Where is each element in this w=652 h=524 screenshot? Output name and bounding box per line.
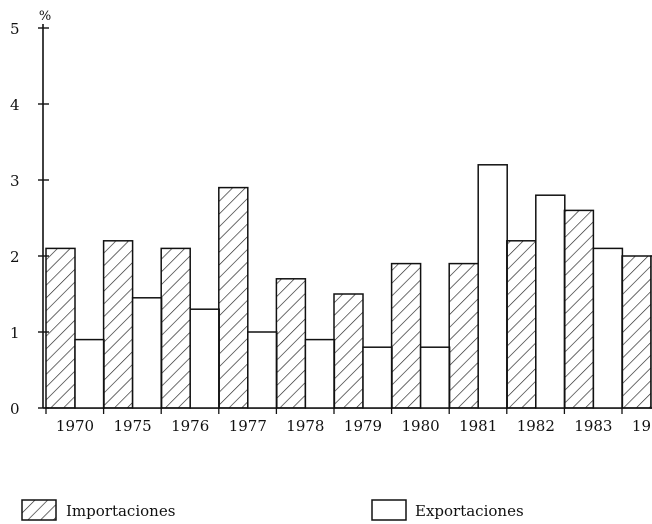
- bar-importaciones-1980: [390, 262, 422, 409]
- bar-exportaciones-1970: [74, 338, 105, 409]
- y-tick-label: 0: [10, 400, 20, 418]
- bar-exportaciones-1979: [362, 346, 393, 409]
- bar-importaciones-1977: [218, 186, 249, 409]
- x-axis: 1970 1975 1976 1977 1978 1979 1980 1981 1982 1983…: [43, 407, 652, 435]
- y-tick-label: 2: [10, 248, 20, 266]
- x-tick-label: 1976: [171, 417, 209, 435]
- x-tick-label: 1984: [632, 417, 652, 435]
- bar-importaciones-1982: [506, 240, 537, 409]
- x-tick-label: 1980: [402, 417, 440, 435]
- y-axis: 0 1 2 3 4 5%: [10, 9, 51, 418]
- legend: Importaciones Exportaciones: [21, 499, 524, 521]
- x-tick-label: 1970: [56, 417, 94, 435]
- x-tick-label: 1978: [286, 417, 324, 435]
- bar-exportaciones-1983: [592, 247, 624, 409]
- x-tick-label: 1983: [574, 417, 612, 435]
- bar-importaciones-1979: [333, 293, 364, 409]
- x-tick-label: 1981: [459, 417, 497, 435]
- y-tick-label: 1: [10, 324, 20, 342]
- legend-label-exportaciones: Exportaciones: [415, 502, 524, 520]
- x-tick-label: 1982: [517, 417, 555, 435]
- bar-exportaciones-1975: [131, 297, 163, 409]
- y-axis-unit: %: [39, 9, 51, 24]
- bars: [45, 164, 652, 409]
- x-tick-label: 1977: [229, 417, 267, 435]
- legend-swatch-importaciones: [21, 499, 57, 521]
- y-tick-label: 3: [10, 172, 20, 190]
- bar-importaciones-1983: [563, 209, 595, 409]
- bar-importaciones-1984: [621, 255, 652, 409]
- bar-exportaciones-1980: [419, 346, 451, 409]
- bar-exportaciones-1978: [304, 338, 336, 409]
- x-tick-label: 1979: [344, 417, 382, 435]
- legend-swatch-exportaciones: [371, 499, 407, 521]
- bar-importaciones-1981: [448, 262, 479, 409]
- bar-exportaciones-1981: [477, 164, 508, 409]
- bar-importaciones-1978: [275, 278, 307, 409]
- y-tick-label: 4: [10, 96, 20, 114]
- y-tick-label: 5: [10, 20, 20, 38]
- bar-importaciones-1976: [160, 247, 191, 409]
- bar-exportaciones-1976: [189, 308, 220, 409]
- bar-exportaciones-1982: [535, 194, 566, 409]
- bar-exportaciones-1977: [247, 331, 278, 409]
- legend-label-importaciones: Importaciones: [66, 502, 175, 520]
- bar-importaciones-1970: [45, 247, 76, 409]
- bar-importaciones-1975: [102, 240, 134, 409]
- x-tick-label: 1975: [114, 417, 152, 435]
